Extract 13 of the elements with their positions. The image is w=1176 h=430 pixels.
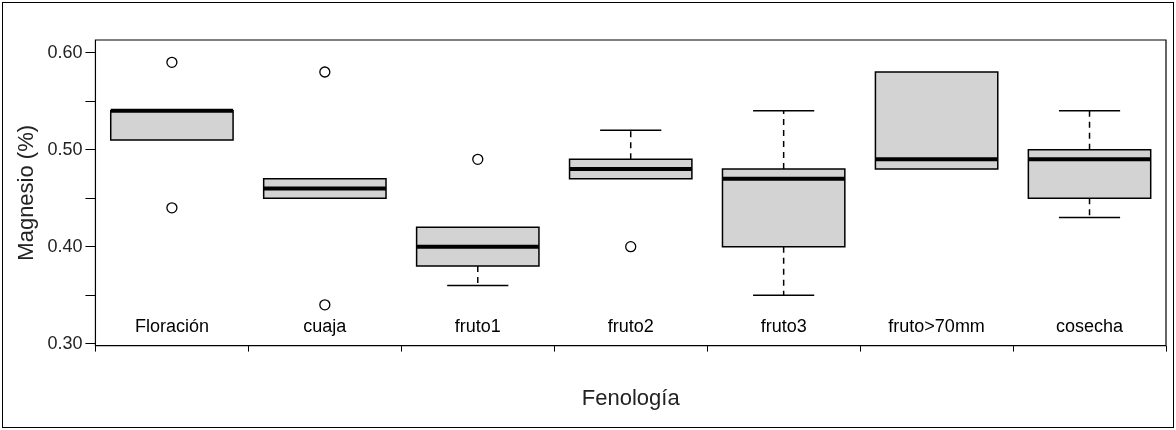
x-axis-title: Fenología (581, 384, 681, 410)
x-tick-label: Floración (134, 315, 209, 336)
y-tick-label: 0.60 (47, 41, 83, 62)
x-tick-label: cuaja (303, 315, 348, 336)
x-tick-label: cosecha (1056, 315, 1125, 336)
x-tick-label: fruto1 (454, 315, 501, 336)
x-tick-label: fruto3 (760, 315, 807, 336)
y-tick-label: 0.40 (47, 235, 83, 256)
y-tick-label: 0.50 (47, 138, 83, 159)
x-tick-label: fruto2 (607, 315, 654, 336)
y-tick-label: 0.30 (47, 332, 83, 353)
y-axis-title: Magnesio (%) (13, 124, 39, 261)
x-tick-label: fruto>70mm (888, 315, 985, 336)
